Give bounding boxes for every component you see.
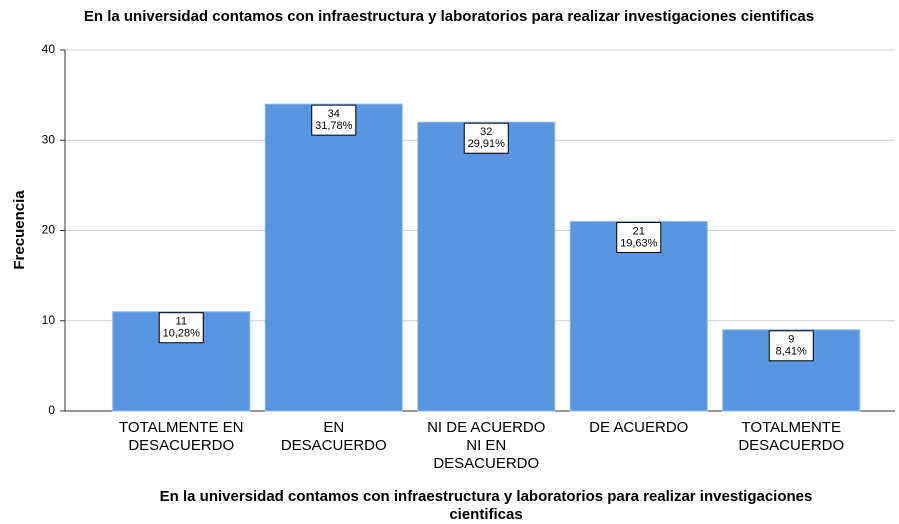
data-label-box (311, 104, 357, 136)
y-tick-label: 20 (42, 223, 56, 237)
y-tick-label: 40 (42, 42, 56, 56)
x-tick-label: DESACUERDO (281, 437, 387, 454)
x-tick-label: TOTALMENTE (742, 419, 841, 436)
x-tick-label: EN (323, 419, 344, 436)
data-label: 31,78% (315, 120, 353, 132)
data-label-box (463, 122, 509, 154)
data-label: 9 (788, 334, 794, 346)
y-tick-label: 30 (42, 132, 56, 146)
data-label: 32 (480, 126, 492, 138)
bar (417, 121, 556, 412)
y-tick-label: 0 (48, 403, 55, 417)
x-tick-label: NI EN (466, 437, 506, 454)
x-tick-label: DESACUERDO (738, 437, 844, 454)
data-label: 11 (176, 316, 187, 328)
x-tick-label: DE ACUERDO (589, 419, 688, 436)
x-tick-label: DESACUERDO (128, 437, 234, 454)
x-axis-label: En la universidad contamos con infraestr… (160, 488, 813, 505)
data-label: 34 (328, 108, 340, 120)
data-label-box (616, 221, 662, 253)
data-label: 21 (633, 225, 645, 237)
bar (569, 220, 708, 412)
data-label: 10,28% (163, 328, 201, 340)
x-tick-label: DESACUERDO (433, 455, 539, 472)
data-label: 8,41% (776, 346, 807, 358)
x-axis-label: cientificas (449, 506, 522, 523)
x-tick-label: TOTALMENTE EN (119, 419, 243, 436)
bar (264, 103, 403, 412)
x-tick-label: NI DE ACUERDO (427, 419, 545, 436)
y-axis-label: Frecuencia (11, 190, 28, 270)
chart-title: En la universidad contamos con infraestr… (84, 8, 814, 25)
data-label: 19,63% (620, 237, 658, 249)
data-label: 29,91% (468, 138, 506, 150)
data-label-box (768, 330, 814, 362)
y-tick-label: 10 (42, 313, 56, 327)
data-label-box (158, 312, 204, 344)
